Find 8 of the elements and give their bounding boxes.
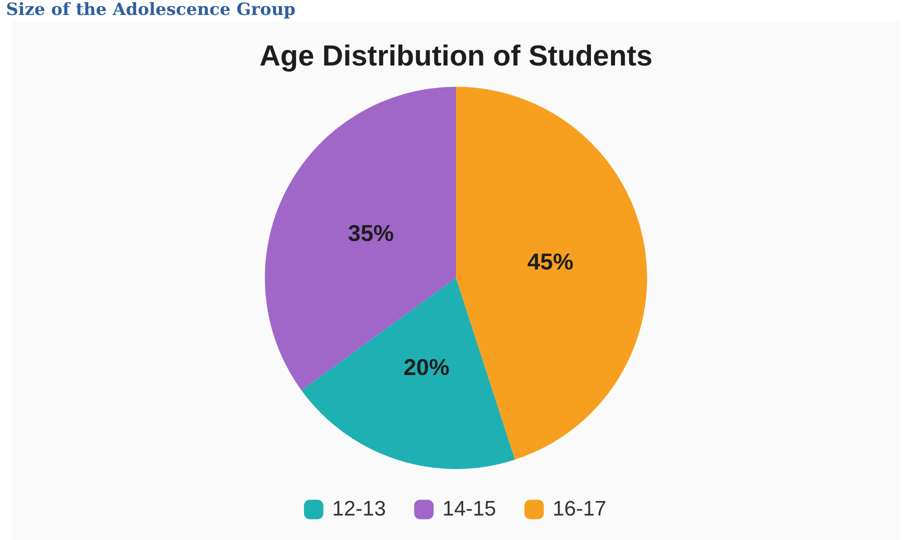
chart-title: Age Distribution of Students [259, 40, 653, 72]
data-label: 35% [348, 220, 394, 246]
legend-label: 12-13 [332, 497, 386, 520]
text: Size of the Adolescence Group [6, 0, 296, 20]
data-label: 20% [403, 354, 450, 380]
data-label: 45% [527, 248, 574, 274]
legend-label: 14-15 [442, 497, 496, 520]
legend-label: 16-17 [552, 497, 606, 520]
